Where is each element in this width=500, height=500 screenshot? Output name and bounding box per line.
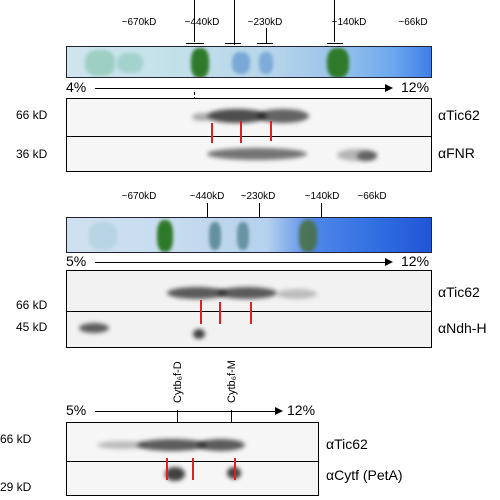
mw-tick (321, 203, 322, 217)
blot-separator (67, 311, 431, 312)
red-marker (270, 121, 272, 141)
gradient-arrow (95, 407, 283, 415)
antibody-label: αNdh-H (438, 320, 487, 336)
antibody-label: αCytf (PetA) (326, 467, 403, 483)
mw-marker-140: ~140kD (331, 17, 367, 28)
gradient-end-label: 12% (401, 79, 430, 95)
mw-marker-140: ~140kD (304, 191, 340, 202)
antibody-label: αTic62 (438, 107, 480, 123)
kd-label: 66 kD (16, 108, 48, 122)
red-marker (219, 302, 221, 324)
gradient-end-label: 12% (287, 402, 316, 418)
antibody-label: αTic62 (326, 436, 368, 452)
red-marker (166, 458, 168, 480)
mw-marker-440: ~440kD (184, 17, 220, 28)
gradient-end-label: 12% (401, 253, 430, 269)
antibody-label: αTic62 (438, 284, 480, 300)
mw-tick (259, 203, 260, 217)
mw-marker-66: ~66kD (398, 17, 428, 28)
gradient-start-label: 4% (66, 79, 87, 95)
gradient-start-label: 5% (66, 402, 87, 418)
kd-label: 66 kD (16, 298, 48, 312)
gradient-arrow (95, 258, 393, 266)
western-blot-1 (66, 98, 432, 172)
mw-marker-230: ~230kD (240, 191, 276, 202)
mw-tick (334, 0, 335, 42)
mw-marker-66: ~66kD (357, 191, 387, 202)
mw-tick (207, 203, 208, 217)
mw-marker-440: ~440kD (189, 191, 225, 202)
native-gel-strip-2 (66, 217, 432, 253)
kd-label: 29 kD (0, 480, 32, 494)
band-bracket (327, 43, 343, 44)
complex-label-cytb6f-m: Cytb₆f-M (226, 360, 238, 403)
red-marker (240, 121, 242, 143)
red-marker (250, 302, 252, 324)
red-marker (234, 458, 236, 480)
kd-label: 66 kD (0, 432, 32, 446)
red-marker (192, 458, 194, 480)
native-gel-strip-1 (66, 46, 432, 78)
gradient-start-label: 5% (66, 253, 87, 269)
band-bracket (257, 43, 273, 44)
red-marker (211, 123, 213, 143)
gradient-arrow (95, 84, 393, 92)
mw-tick (194, 0, 195, 42)
mw-tick (266, 28, 267, 44)
complex-tick (231, 410, 232, 422)
band-bracket (225, 43, 241, 44)
kd-label: 36 kD (16, 147, 48, 161)
antibody-label: αFNR (438, 145, 475, 161)
blot-separator (67, 136, 431, 137)
kd-label: 45 kD (16, 320, 48, 334)
mw-tick (234, 0, 235, 45)
band-bracket (186, 43, 204, 44)
red-marker (200, 300, 202, 324)
complex-tick (177, 410, 178, 422)
western-blot-2 (66, 270, 432, 348)
mw-marker-670: ~670kD (121, 17, 157, 28)
mw-marker-230: ~230kD (247, 17, 283, 28)
mw-marker-670: ~670kD (121, 191, 157, 202)
complex-label-cytb6f-d: Cytb₆f-D (172, 361, 184, 403)
